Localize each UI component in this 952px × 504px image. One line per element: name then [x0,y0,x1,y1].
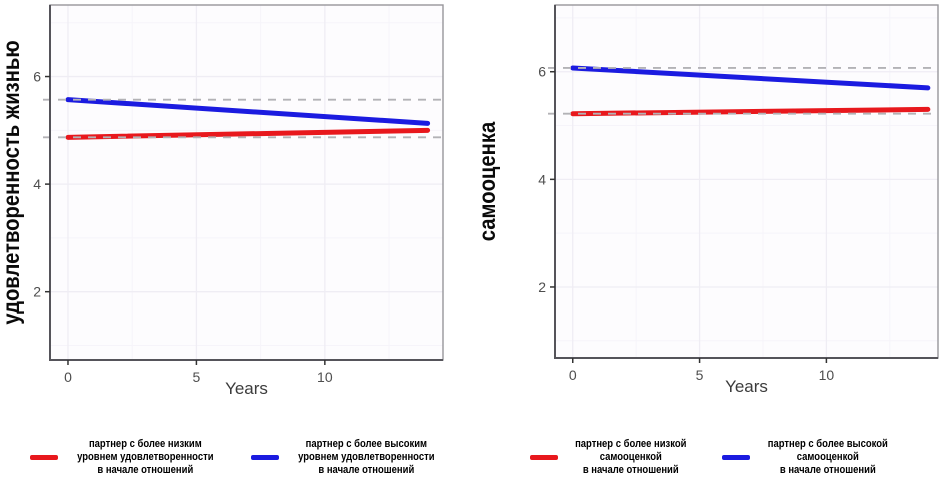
y-tick-label: 6 [33,69,41,85]
y-tick-label: 2 [538,279,546,295]
figure-self-esteem: 2 4 6 0 5 10 Years самооценка партнер с более н… [476,0,952,477]
series-line [570,106,931,117]
series-line [65,127,431,140]
plot-panel [555,5,938,358]
legend-item-lower-satisfaction: партнер с более низким уровнем удовлетво… [30,438,225,477]
series-line [65,97,431,126]
legend-item-higher-satisfaction: партнер с более высоким уровнем удовлетв… [251,438,446,477]
legend-key-red [530,454,559,460]
chart-self-esteem: 2 4 6 0 5 10 Years самооценка [476,4,939,396]
series-line [570,65,931,91]
legend-life-satisfaction: партнер с более низким уровнем удовлетво… [30,438,445,477]
plots-page: 2 4 6 0 5 10 Years удовлетворенность жизнью пар… [0,0,952,477]
legend-key-red [30,454,59,460]
legend-label-higher-self-esteem: партнер с более высокой самооценкой в на… [767,438,888,476]
x-tick-label: 0 [569,367,577,383]
y-tick-label: 2 [33,284,41,300]
legend-label-lower-self-esteem: партнер с более низкой самооценкой в нач… [575,438,687,476]
x-axis-title: Years [725,377,768,396]
x-tick-label: 5 [696,367,704,383]
figure-life-satisfaction: 2 4 6 0 5 10 Years удовлетворенность жизнью пар… [0,0,476,477]
legend-label-lower-satisfaction: партнер с более низким уровнем удовлетво… [77,438,214,476]
legend-item-higher-self-esteem: партнер с более высокой самооценкой в на… [721,438,898,477]
y-axis-title: самооценка [476,121,500,241]
legend-key-blue [721,454,750,460]
x-tick-label: 5 [193,369,201,385]
y-tick-label: 4 [538,171,546,187]
legend-key-blue [251,454,279,460]
y-tick-label: 4 [33,176,41,192]
chart-life-satisfaction: 2 4 6 0 5 10 Years удовлетворенность жизнью [0,4,444,398]
legend-self-esteem: партнер с более низкой самооценкой в нач… [530,438,897,477]
legend-label-higher-satisfaction: партнер с более высоким уровнем удовлетв… [298,438,435,476]
x-tick-label: 0 [64,369,72,385]
x-tick-label: 10 [819,367,835,383]
legend-item-lower-self-esteem: партнер с более низкой самооценкой в нач… [530,438,696,477]
y-axis-title: удовлетворенность жизнью [0,40,24,324]
plot-panel [50,5,443,360]
x-tick-label: 10 [317,369,333,385]
x-axis-title: Years [225,379,268,398]
y-tick-label: 6 [538,64,546,80]
